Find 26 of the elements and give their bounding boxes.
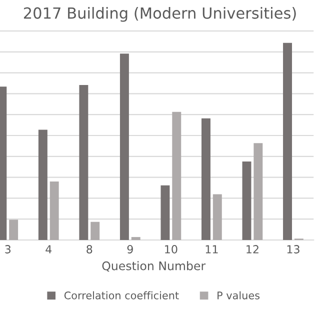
- bar: [131, 237, 140, 240]
- bar: [212, 194, 222, 240]
- x-tick-label: 10: [165, 245, 178, 254]
- legend-label: P values: [218, 291, 260, 300]
- bar: [90, 222, 100, 240]
- x-tick-label: 4: [46, 245, 52, 254]
- bar: [38, 130, 48, 240]
- bar: [254, 143, 263, 240]
- bar: [50, 181, 59, 240]
- bar: [120, 54, 129, 240]
- bar: [160, 185, 170, 240]
- x-tick-label: 8: [86, 245, 92, 254]
- x-axis-title: Question Number: [102, 261, 206, 272]
- chart-title: 2017 Building (Modern Universities): [24, 7, 296, 22]
- bar: [9, 220, 18, 240]
- x-tick-label: 12: [246, 245, 258, 254]
- x-tick-label: 11: [206, 245, 218, 254]
- bar: [79, 85, 88, 240]
- x-tick-label: 3: [5, 245, 11, 254]
- bar: [283, 42, 292, 240]
- x-tick-label: 13: [287, 245, 300, 254]
- bar: [202, 118, 210, 240]
- bar: [172, 112, 182, 240]
- legend-label: Correlation coefficient: [64, 291, 179, 300]
- bar: [242, 162, 252, 240]
- x-tick-label: 9: [127, 245, 133, 254]
